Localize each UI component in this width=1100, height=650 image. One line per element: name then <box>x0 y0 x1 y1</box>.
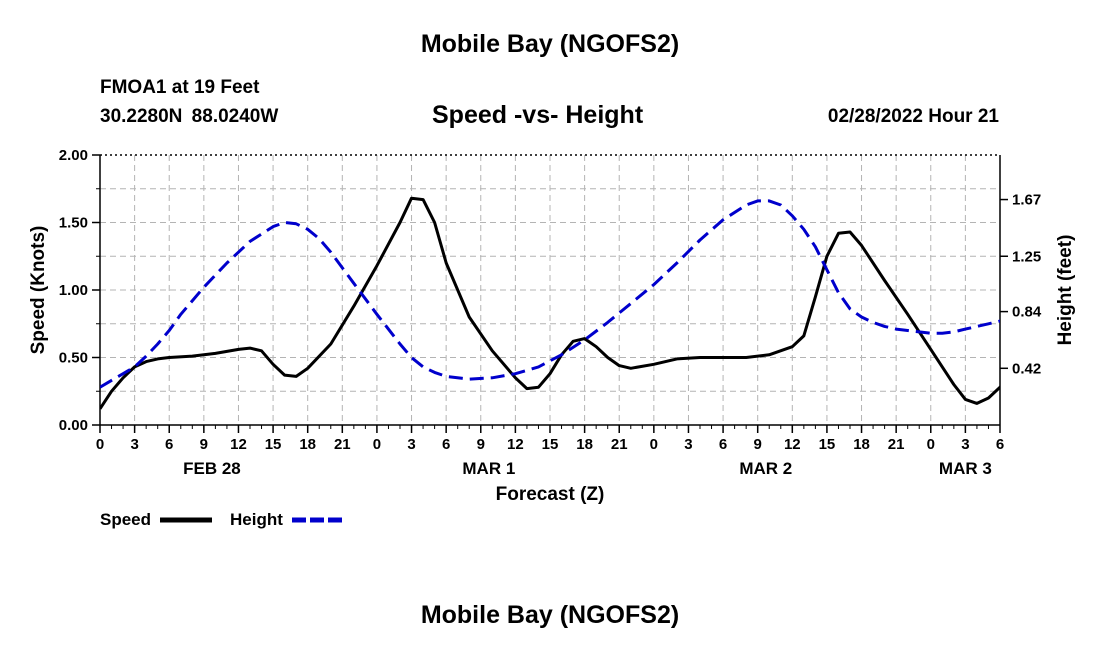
x-tick-label: 18 <box>853 436 870 453</box>
y-axis-label: Speed (Knots) <box>28 226 49 355</box>
x-tick-label: 12 <box>784 436 801 453</box>
x-tick-label: 12 <box>230 436 247 453</box>
x-tick-label: 21 <box>888 436 905 453</box>
x-tick-label: 18 <box>576 436 593 453</box>
x-tick-label: 3 <box>961 436 969 453</box>
x-tick-label: 12 <box>507 436 524 453</box>
x-tick-label: 9 <box>477 436 485 453</box>
x-tick-label: 6 <box>719 436 727 453</box>
x-axis-label: Forecast (Z) <box>496 484 605 505</box>
x-tick-label: 15 <box>819 436 836 453</box>
x-tick-label: 15 <box>542 436 559 453</box>
x-tick-label: 21 <box>611 436 628 453</box>
series-line-speed <box>100 196 1000 410</box>
series-line-height <box>100 199 1000 389</box>
x-tick-label: 6 <box>165 436 173 453</box>
x-tick-label: 0 <box>650 436 658 453</box>
legend-label-speed: Speed <box>100 510 151 529</box>
y2-tick-label: 1.67 <box>1012 192 1041 209</box>
y-tick-label: 2.00 <box>59 147 88 164</box>
x-tick-label: 9 <box>200 436 208 453</box>
date-label: MAR 1 <box>462 459 515 478</box>
x-tick-label: 3 <box>407 436 415 453</box>
x-tick-label: 0 <box>96 436 104 453</box>
date-label: FEB 28 <box>183 459 241 478</box>
x-tick-label: 6 <box>996 436 1004 453</box>
chart-subtitle: Speed -vs- Height <box>432 101 644 129</box>
y-tick-label: 1.50 <box>59 215 88 232</box>
coordinates-label: 30.2280N 88.0240W <box>100 106 279 127</box>
x-tick-label: 0 <box>927 436 935 453</box>
main-title: Mobile Bay (NGOFS2) <box>420 30 680 58</box>
y2-axis-label: Height (feet) <box>1055 235 1076 346</box>
x-tick-label: 6 <box>442 436 450 453</box>
date-label: MAR 3 <box>939 459 992 478</box>
x-tick-label: 3 <box>130 436 138 453</box>
y-tick-label: 0.50 <box>59 350 88 367</box>
y-tick-label: 0.00 <box>59 417 88 434</box>
y2-tick-label: 0.42 <box>1012 360 1041 377</box>
x-tick-label: 9 <box>754 436 762 453</box>
y2-tick-label: 0.84 <box>1012 304 1042 321</box>
y-tick-label: 1.00 <box>59 282 88 299</box>
datetime-label: 02/28/2022 Hour 21 <box>827 106 999 127</box>
x-tick-label: 18 <box>299 436 316 453</box>
legend-label-height: Height <box>230 510 283 529</box>
date-label: MAR 2 <box>739 459 792 478</box>
x-tick-label: 3 <box>684 436 692 453</box>
x-tick-label: 21 <box>334 436 351 453</box>
x-tick-label: 15 <box>265 436 282 453</box>
y2-tick-label: 1.25 <box>1012 248 1041 265</box>
x-tick-label: 0 <box>373 436 381 453</box>
station-label: FMOA1 at 19 Feet <box>100 77 260 98</box>
footer-title: Mobile Bay (NGOFS2) <box>420 601 680 629</box>
